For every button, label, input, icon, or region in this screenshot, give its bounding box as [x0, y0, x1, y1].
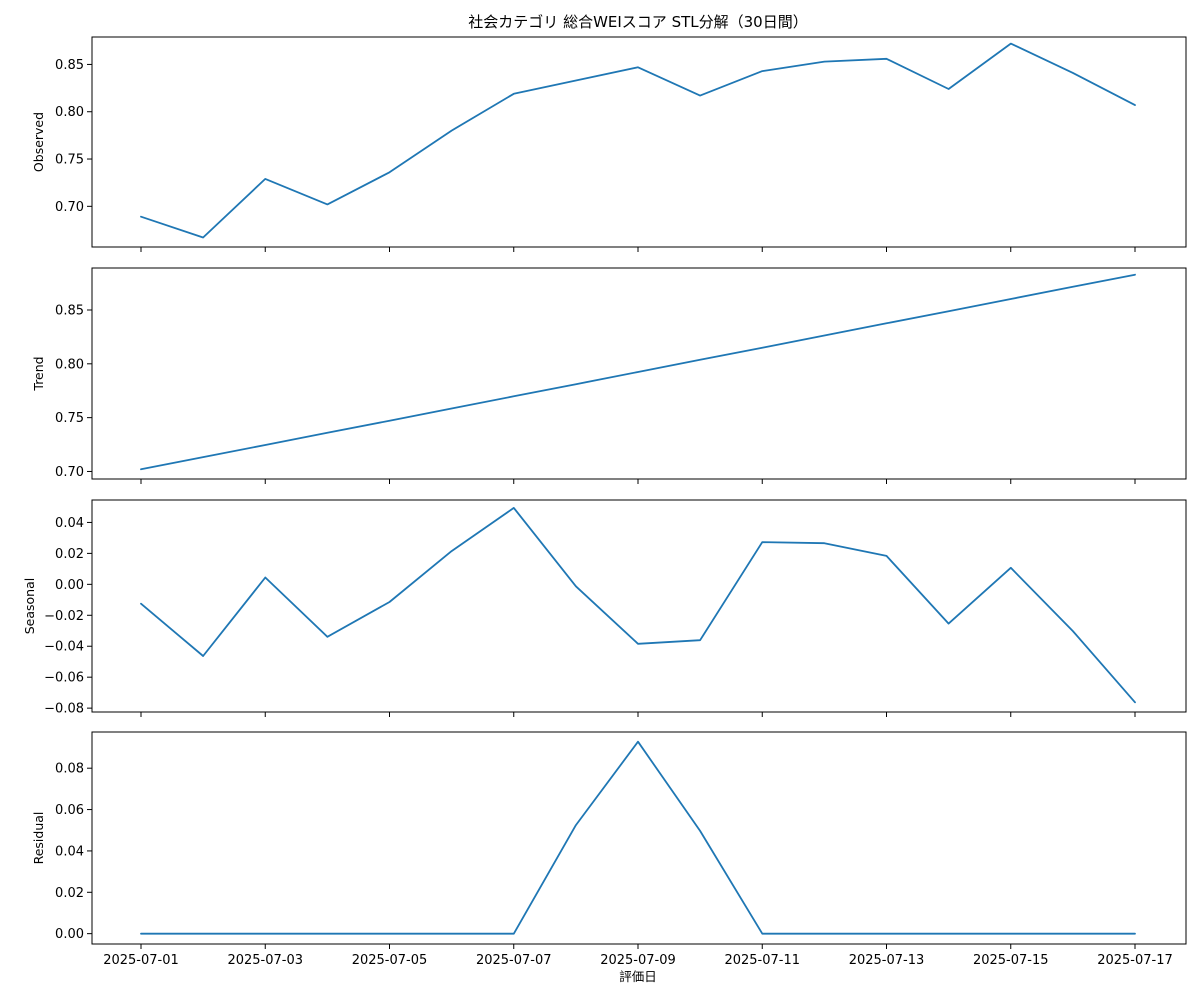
panel-residual: 0.00 0.02 0.04 0.06 0.08 Residual [31, 731, 1187, 949]
y-tick-label: 0.00 [55, 927, 84, 942]
panel-frame-observed [91, 36, 1187, 248]
panel-frame-residual [91, 731, 1187, 945]
y-tick-label: 0.85 [55, 58, 84, 73]
x-tick-label: 2025-07-05 [352, 953, 428, 968]
series-line-residual [140, 740, 1136, 935]
y-tick-label: 0.02 [55, 547, 84, 562]
y-tick-label: 0.70 [55, 200, 84, 215]
y-tick-label: 0.85 [55, 303, 84, 318]
y-tick-label: 0.80 [55, 357, 84, 372]
y-tick-label: 0.04 [55, 844, 84, 859]
panel-frame-seasonal [91, 499, 1187, 713]
y-tick-label: 0.08 [55, 762, 84, 777]
y-tick-label: −0.04 [44, 640, 84, 655]
series-line-seasonal [140, 506, 1136, 704]
y-tick-label: 0.04 [55, 516, 84, 531]
x-tick-label: 2025-07-13 [849, 953, 925, 968]
y-axis-label-seasonal: Seasonal [22, 578, 37, 635]
x-tick-label: 2025-07-01 [103, 953, 179, 968]
y-tick-label: −0.02 [44, 609, 84, 624]
panel-frame-trend [91, 267, 1187, 480]
y-tick-label: −0.08 [44, 702, 84, 717]
y-axis-label-trend: Trend [31, 356, 46, 391]
series-line-observed [140, 42, 1136, 239]
y-tick-label: 0.70 [55, 465, 84, 480]
y-tick-label: 0.06 [55, 803, 84, 818]
chart-title: 社会カテゴリ 総合WEIスコア STL分解（30日間） [468, 13, 807, 31]
panel-observed: 0.70 0.75 0.80 0.85 Observed [31, 36, 1187, 252]
y-tick-label: 0.75 [55, 153, 84, 168]
x-tick-label: 2025-07-15 [973, 953, 1049, 968]
x-tick-label: 2025-07-03 [227, 953, 303, 968]
y-tick-label: 0.00 [55, 578, 84, 593]
y-axis-label-residual: Residual [31, 812, 46, 865]
x-tick-label: 2025-07-11 [724, 953, 800, 968]
y-axis-label-observed: Observed [31, 112, 46, 172]
x-tick-label: 2025-07-07 [476, 953, 552, 968]
x-tick-label: 2025-07-09 [600, 953, 676, 968]
x-tick-label: 2025-07-17 [1097, 953, 1173, 968]
y-tick-label: −0.06 [44, 671, 84, 686]
x-axis-label: 評価日 [619, 969, 657, 984]
y-tick-label: 0.80 [55, 105, 84, 120]
y-tick-label: 0.02 [55, 886, 84, 901]
y-tick-label: 0.75 [55, 411, 84, 426]
panel-trend: 0.70 0.75 0.80 0.85 Trend [31, 267, 1187, 484]
panel-seasonal: −0.08 −0.06 −0.04 −0.02 0.00 0.02 0.04 Seasonal [22, 499, 1187, 717]
